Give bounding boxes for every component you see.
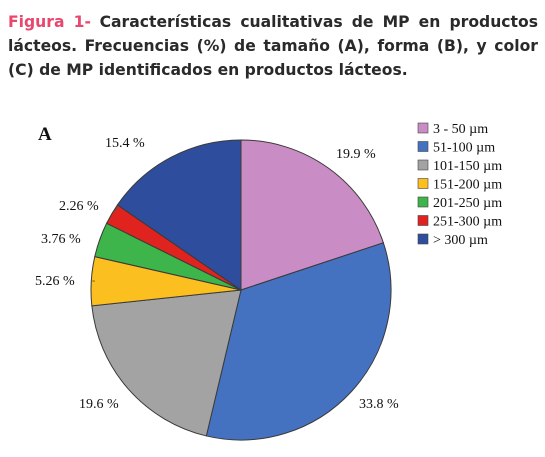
slice-label: 2.26 % bbox=[59, 199, 99, 214]
legend-label: > 300 µm bbox=[433, 233, 488, 248]
legend-label: 251-300 µm bbox=[433, 215, 502, 230]
legend-label: 101-150 µm bbox=[433, 159, 502, 174]
figure-caption: Figura 1- Características cualitativas d… bbox=[8, 10, 538, 82]
leader-lines bbox=[92, 205, 120, 282]
pie-slice bbox=[205, 242, 392, 441]
pie-slice bbox=[240, 139, 385, 291]
slice-label: 3.76 % bbox=[41, 232, 81, 247]
figure-caption-text: Características cualitativas de MP en pr… bbox=[8, 13, 538, 79]
slice-label: 19.9 % bbox=[336, 147, 376, 162]
legend-swatch bbox=[417, 215, 429, 226]
legend-swatch bbox=[417, 159, 429, 171]
legend-label: 151-200 µm bbox=[433, 178, 502, 193]
slice-label: 19.6 % bbox=[79, 397, 119, 412]
legend-swatch bbox=[417, 233, 429, 245]
pie-slices bbox=[90, 139, 392, 441]
legend-swatch bbox=[417, 196, 429, 208]
legend: 3 - 50 µm 51-100 µm 101-150 µm 151-200 µm 20… bbox=[417, 122, 502, 248]
figure-label: Figura 1- bbox=[8, 13, 91, 31]
legend-label: 51-100 µm bbox=[433, 141, 495, 156]
slice-label: 5.26 % bbox=[35, 274, 75, 289]
legend-swatch bbox=[417, 178, 429, 189]
legend-swatch bbox=[417, 141, 429, 152]
legend-label: 3 - 50 µm bbox=[433, 122, 488, 137]
slice-labels: 19.9 % 33.8 % 19.6 % 5.26 % 3.76 % 2.26 % 15.4… bbox=[35, 136, 399, 412]
pie-chart: A 19.9 % 33.8 % 19.6 % 5.26 % 3.76 % 2.26 % 15… bbox=[35, 122, 502, 441]
slice-label: 15.4 % bbox=[105, 136, 145, 151]
legend-label: 201-250 µm bbox=[433, 196, 502, 211]
pie-slice bbox=[91, 289, 242, 437]
panel-label: A bbox=[38, 124, 52, 145]
leader-line bbox=[113, 205, 120, 213]
pie-slice bbox=[116, 139, 242, 291]
slice-label: 33.8 % bbox=[359, 397, 399, 412]
legend-swatch bbox=[417, 122, 429, 134]
